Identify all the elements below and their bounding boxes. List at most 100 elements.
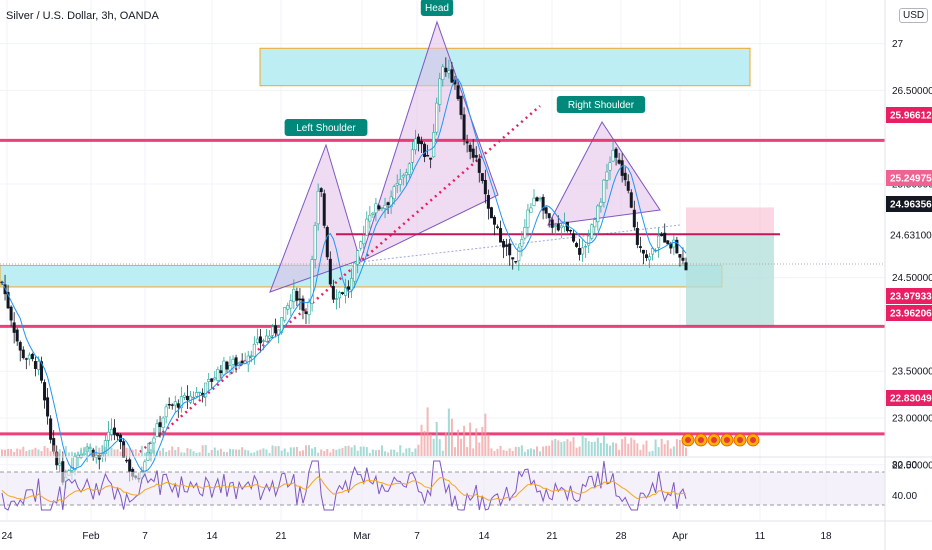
candle-body xyxy=(413,138,417,151)
candle-body xyxy=(274,325,278,334)
volume-bar xyxy=(19,449,22,456)
candle-body xyxy=(410,149,414,163)
candle-body xyxy=(517,247,521,262)
candle-body xyxy=(599,201,603,207)
volume-bar xyxy=(98,447,101,456)
candle-body xyxy=(380,207,384,209)
candle-body xyxy=(489,207,493,219)
candle-body xyxy=(383,204,387,209)
volume-bar xyxy=(107,446,110,456)
candle-body xyxy=(578,248,582,255)
candle-body xyxy=(596,205,600,223)
candle-body xyxy=(432,132,436,158)
volume-bar xyxy=(292,447,295,456)
volume-bar xyxy=(560,442,563,456)
x-tick-label: 11 xyxy=(755,531,766,542)
volume-bar xyxy=(113,449,116,456)
candle-body xyxy=(258,336,262,344)
volume-bar xyxy=(675,439,678,456)
candle-body xyxy=(423,143,427,157)
volume-bar xyxy=(195,452,198,456)
price-tag xyxy=(886,288,932,304)
candle-body xyxy=(675,239,679,254)
candle-body xyxy=(316,190,320,225)
volume-bar xyxy=(58,449,61,456)
y-tick-label: 27 xyxy=(892,39,904,50)
y-tick-label: 23.50000 xyxy=(892,367,932,378)
volume-bar xyxy=(384,451,387,456)
volume-bar xyxy=(678,439,681,456)
volume-bar xyxy=(584,437,587,456)
volume-bar xyxy=(28,449,31,456)
volume-bars xyxy=(1,407,687,456)
candle-body xyxy=(550,219,554,228)
candle-body xyxy=(222,360,226,376)
candle-body xyxy=(334,298,338,300)
volume-bar xyxy=(660,438,663,456)
pattern-triangle xyxy=(547,121,661,226)
x-tick-label: 28 xyxy=(615,531,627,542)
volume-bar xyxy=(429,433,432,456)
volume-bar xyxy=(201,445,204,456)
volume-bar xyxy=(685,447,687,456)
volume-bar xyxy=(198,452,201,456)
volume-bar xyxy=(365,447,368,456)
volume-bar xyxy=(523,451,526,456)
rsi-level-label: 40.00 xyxy=(892,491,917,502)
candle-body xyxy=(192,396,196,399)
candle-body xyxy=(24,358,28,360)
candle-body xyxy=(492,216,496,225)
candle-body xyxy=(255,338,259,343)
candle-body xyxy=(216,369,220,381)
candle-body xyxy=(532,197,536,206)
candle-body xyxy=(249,355,253,357)
price-tag-text: 23.96206 xyxy=(890,309,932,320)
annotation-label xyxy=(420,0,454,16)
volume-bar xyxy=(86,447,89,456)
currency-badge[interactable]: USD xyxy=(899,8,929,23)
volume-bar xyxy=(295,446,298,456)
volume-bar xyxy=(22,446,25,456)
volume-bar xyxy=(590,442,593,456)
candle-body xyxy=(575,243,579,247)
volume-bar xyxy=(122,445,125,456)
volume-bar xyxy=(572,437,575,456)
volume-bar xyxy=(186,448,189,456)
candle-body xyxy=(310,259,314,304)
candle-body xyxy=(416,136,420,144)
candle-body xyxy=(40,361,44,381)
candle-body xyxy=(462,114,466,140)
volume-bar xyxy=(277,446,280,456)
candle-body xyxy=(398,179,402,185)
volume-bar xyxy=(539,451,542,456)
volume-bar xyxy=(496,448,499,456)
volume-bar xyxy=(89,445,92,456)
volume-bar xyxy=(192,451,195,456)
candle-body xyxy=(371,212,375,215)
candle-body xyxy=(152,437,156,444)
volume-bar xyxy=(630,437,633,456)
volume-bar xyxy=(80,449,83,456)
candle-body xyxy=(401,175,405,178)
candle-body xyxy=(240,360,244,364)
candle-body xyxy=(204,382,208,398)
volume-bar xyxy=(52,445,55,456)
candle-body xyxy=(486,195,490,209)
volume-bar xyxy=(323,451,326,456)
candle-body xyxy=(155,423,159,437)
candle-body xyxy=(9,306,13,321)
candle-body xyxy=(587,235,591,246)
volume-bar xyxy=(508,448,511,456)
volume-bar xyxy=(420,424,423,456)
volume-bar xyxy=(153,449,155,456)
candle-body xyxy=(614,148,618,158)
candle-body xyxy=(602,179,606,203)
candle-body xyxy=(58,462,62,466)
candle-body xyxy=(465,141,469,144)
candle-body xyxy=(538,197,542,200)
candle-body xyxy=(629,192,633,208)
volume-bar xyxy=(162,448,165,456)
candle-body xyxy=(438,78,442,105)
